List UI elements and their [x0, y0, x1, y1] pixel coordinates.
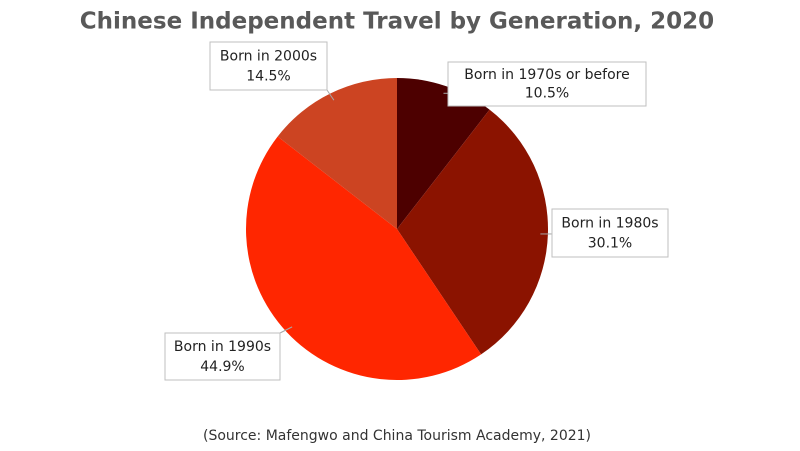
value-label: 30.1%	[588, 236, 632, 252]
chart-title: Chinese Independent Travel by Generation…	[80, 9, 714, 35]
value-label: 10.5%	[525, 86, 569, 102]
pie-slice	[277, 78, 397, 229]
label-box	[551, 208, 669, 258]
value-label: 14.5%	[246, 69, 290, 85]
value-label: 44.9%	[200, 359, 244, 375]
leader-line	[326, 89, 335, 101]
source-note: (Source: Mafengwo and China Tourism Acad…	[203, 428, 591, 444]
category-label: Born in 1990s	[174, 339, 271, 355]
category-label: Born in 1970s or before	[464, 67, 629, 83]
pie-slice	[245, 136, 482, 381]
label-box	[164, 332, 281, 381]
category-label: Born in 1980s	[561, 215, 658, 231]
pie-slice	[397, 78, 490, 229]
label-box	[447, 61, 647, 107]
category-label: Born in 2000s	[220, 48, 317, 64]
pie-slice	[397, 109, 548, 355]
leader-line	[279, 326, 293, 334]
label-box	[209, 41, 328, 91]
